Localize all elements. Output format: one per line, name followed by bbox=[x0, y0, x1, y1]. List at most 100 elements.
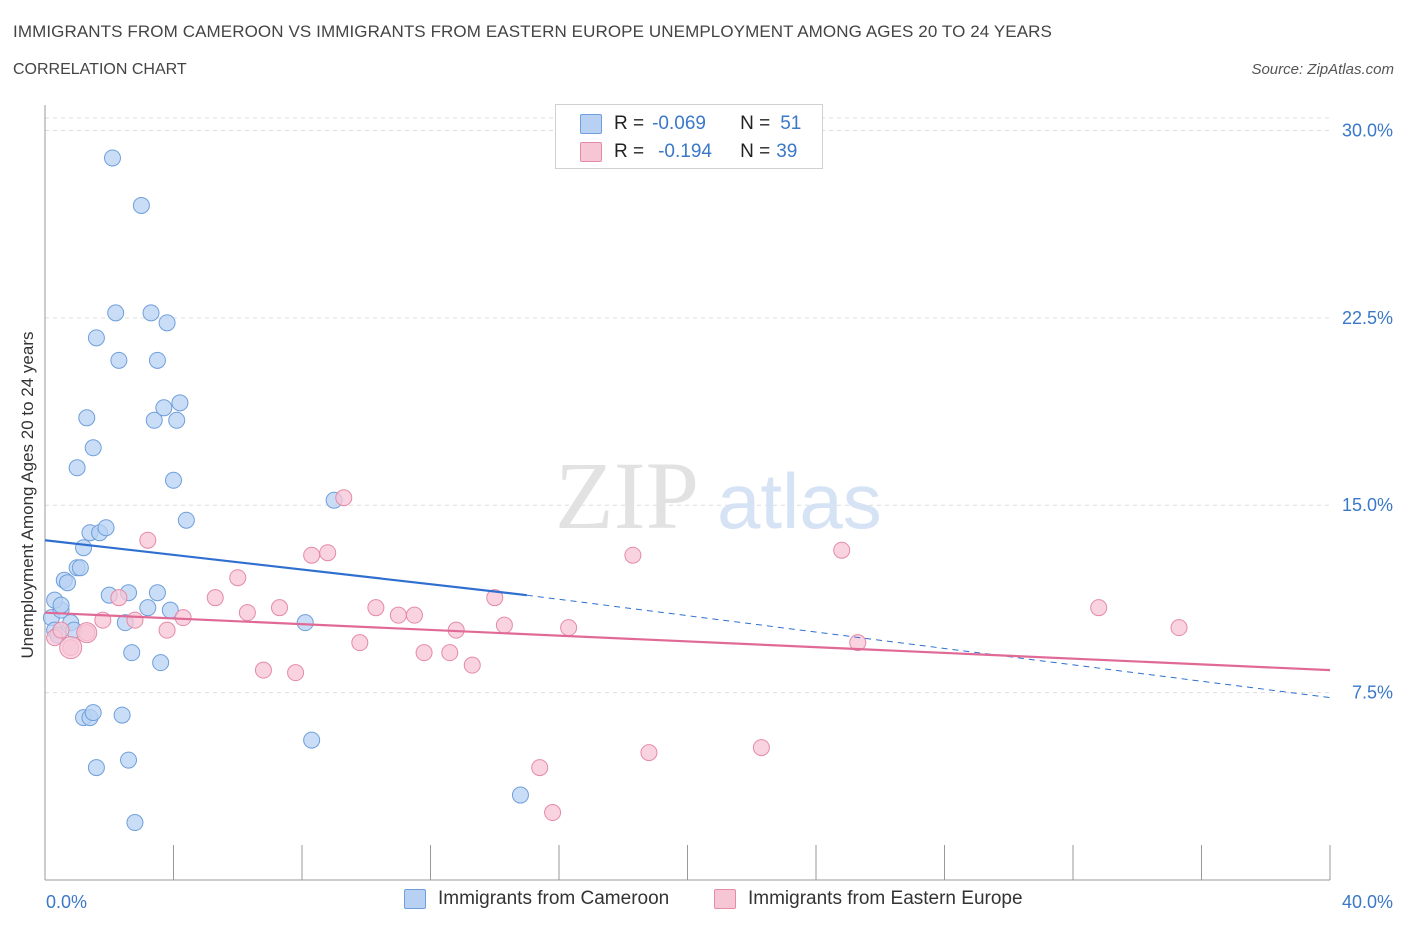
series-legend: Immigrants from Cameroon Immigrants from… bbox=[0, 888, 1406, 916]
data-point-blue bbox=[511, 786, 529, 804]
data-point-pink bbox=[139, 531, 157, 549]
data-point-blue bbox=[171, 394, 189, 412]
data-point-pink bbox=[531, 759, 549, 777]
data-point-blue bbox=[103, 149, 121, 167]
data-point-pink bbox=[1090, 599, 1108, 617]
legend-r-value: -0.194 bbox=[658, 141, 712, 162]
legend-r-label: R = bbox=[614, 141, 645, 162]
data-point-blue bbox=[158, 314, 176, 332]
data-point-pink bbox=[624, 546, 642, 564]
series-legend-eastern-europe[interactable]: Immigrants from Eastern Europe bbox=[714, 888, 1023, 910]
data-point-blue bbox=[142, 304, 160, 322]
chart-subtitle: CORRELATION CHART bbox=[13, 61, 187, 78]
data-point-pink bbox=[287, 664, 305, 682]
y-tick-label: 30.0% bbox=[1342, 120, 1393, 140]
data-point-pink bbox=[544, 804, 562, 822]
trend-line-dashed-blue bbox=[526, 594, 1331, 699]
data-point-pink bbox=[640, 744, 658, 762]
chart-title: IMMIGRANTS FROM CAMEROON VS IMMIGRANTS F… bbox=[13, 22, 1052, 41]
data-point-pink bbox=[238, 604, 256, 622]
legend-n-value: 39 bbox=[776, 141, 798, 162]
y-tick-label: 22.5% bbox=[1342, 308, 1393, 328]
legend-row-cameroon: R = -0.069 N = 51 bbox=[580, 112, 801, 136]
data-point-pink bbox=[351, 634, 369, 652]
data-point-blue bbox=[84, 704, 102, 722]
data-points bbox=[42, 149, 1188, 832]
data-point-pink bbox=[1170, 619, 1188, 637]
series-legend-cameroon[interactable]: Immigrants from Cameroon bbox=[404, 888, 669, 910]
data-point-pink bbox=[52, 621, 70, 639]
data-point-pink bbox=[319, 544, 337, 562]
data-point-blue bbox=[52, 596, 70, 614]
axis-labels: 7.5% 15.0% 22.5% 30.0% 0.0% 40.0% Unemployment… bbox=[18, 120, 1393, 912]
watermark-atlas: atlas bbox=[717, 457, 882, 545]
data-point-blue bbox=[177, 511, 195, 529]
gridlines bbox=[45, 117, 1330, 694]
series-swatch-blue bbox=[404, 889, 426, 909]
series-label: Immigrants from Eastern Europe bbox=[748, 888, 1023, 909]
data-point-pink bbox=[441, 644, 459, 662]
data-point-blue bbox=[148, 584, 166, 602]
data-point-blue bbox=[145, 411, 163, 429]
data-point-pink bbox=[389, 606, 407, 624]
legend-n-value: 51 bbox=[780, 113, 802, 134]
data-point-pink bbox=[110, 589, 128, 607]
legend-n-label: N = bbox=[740, 141, 771, 162]
legend-swatch-blue bbox=[580, 114, 602, 134]
data-point-blue bbox=[107, 304, 125, 322]
data-point-pink bbox=[849, 634, 867, 652]
data-point-pink bbox=[76, 622, 98, 644]
stats-legend: R = -0.069 N = 51 R = -0.194 N = 39 bbox=[555, 104, 823, 169]
data-point-blue bbox=[84, 439, 102, 457]
trend-line-pink bbox=[44, 611, 1331, 672]
x-tick-label-right: 40.0% bbox=[1342, 892, 1393, 912]
data-point-pink bbox=[126, 611, 144, 629]
data-point-blue bbox=[110, 351, 128, 369]
data-point-pink bbox=[486, 589, 504, 607]
x-tick-label-left: 0.0% bbox=[46, 892, 87, 912]
data-point-pink bbox=[463, 656, 481, 674]
data-point-pink bbox=[59, 636, 83, 660]
data-point-blue bbox=[126, 814, 144, 832]
data-point-blue bbox=[123, 644, 141, 662]
watermark-zip: ZIP bbox=[555, 442, 699, 549]
data-point-blue bbox=[87, 759, 105, 777]
data-point-pink bbox=[335, 489, 353, 507]
data-point-pink bbox=[415, 644, 433, 662]
legend-row-eastern-europe: R = -0.194 N = 39 bbox=[580, 140, 797, 164]
y-axis-label: Unemployment Among Ages 20 to 24 years bbox=[18, 332, 37, 659]
data-point-pink bbox=[229, 569, 247, 587]
data-point-pink bbox=[271, 599, 289, 617]
source-credit: Source: ZipAtlas.com bbox=[1251, 61, 1394, 78]
y-tick-label: 15.0% bbox=[1342, 495, 1393, 515]
data-point-blue bbox=[78, 409, 96, 427]
data-point-blue bbox=[120, 751, 138, 769]
series-label: Immigrants from Cameroon bbox=[438, 888, 670, 909]
data-point-pink bbox=[833, 541, 851, 559]
data-point-blue bbox=[168, 411, 186, 429]
data-point-pink bbox=[405, 606, 423, 624]
data-point-blue bbox=[152, 654, 170, 672]
data-point-blue bbox=[155, 399, 173, 417]
data-point-blue bbox=[58, 574, 76, 592]
trend-lines bbox=[44, 539, 1331, 699]
data-point-pink bbox=[206, 589, 224, 607]
legend-r-label: R = bbox=[614, 113, 645, 134]
data-point-blue bbox=[71, 559, 89, 577]
data-point-blue bbox=[87, 329, 105, 347]
data-point-blue bbox=[148, 351, 166, 369]
y-tick-label: 7.5% bbox=[1352, 683, 1393, 703]
axes bbox=[44, 105, 1331, 881]
data-point-pink bbox=[303, 546, 321, 564]
data-point-pink bbox=[560, 619, 578, 637]
legend-r-value: -0.069 bbox=[652, 113, 706, 134]
data-point-blue bbox=[303, 731, 321, 749]
data-point-blue bbox=[165, 471, 182, 489]
data-point-blue bbox=[97, 519, 115, 537]
data-point-blue bbox=[75, 539, 93, 557]
legend-swatch-pink bbox=[580, 142, 602, 162]
legend-n-label: N = bbox=[740, 113, 771, 134]
data-point-blue bbox=[139, 599, 157, 617]
data-point-pink bbox=[254, 661, 272, 679]
